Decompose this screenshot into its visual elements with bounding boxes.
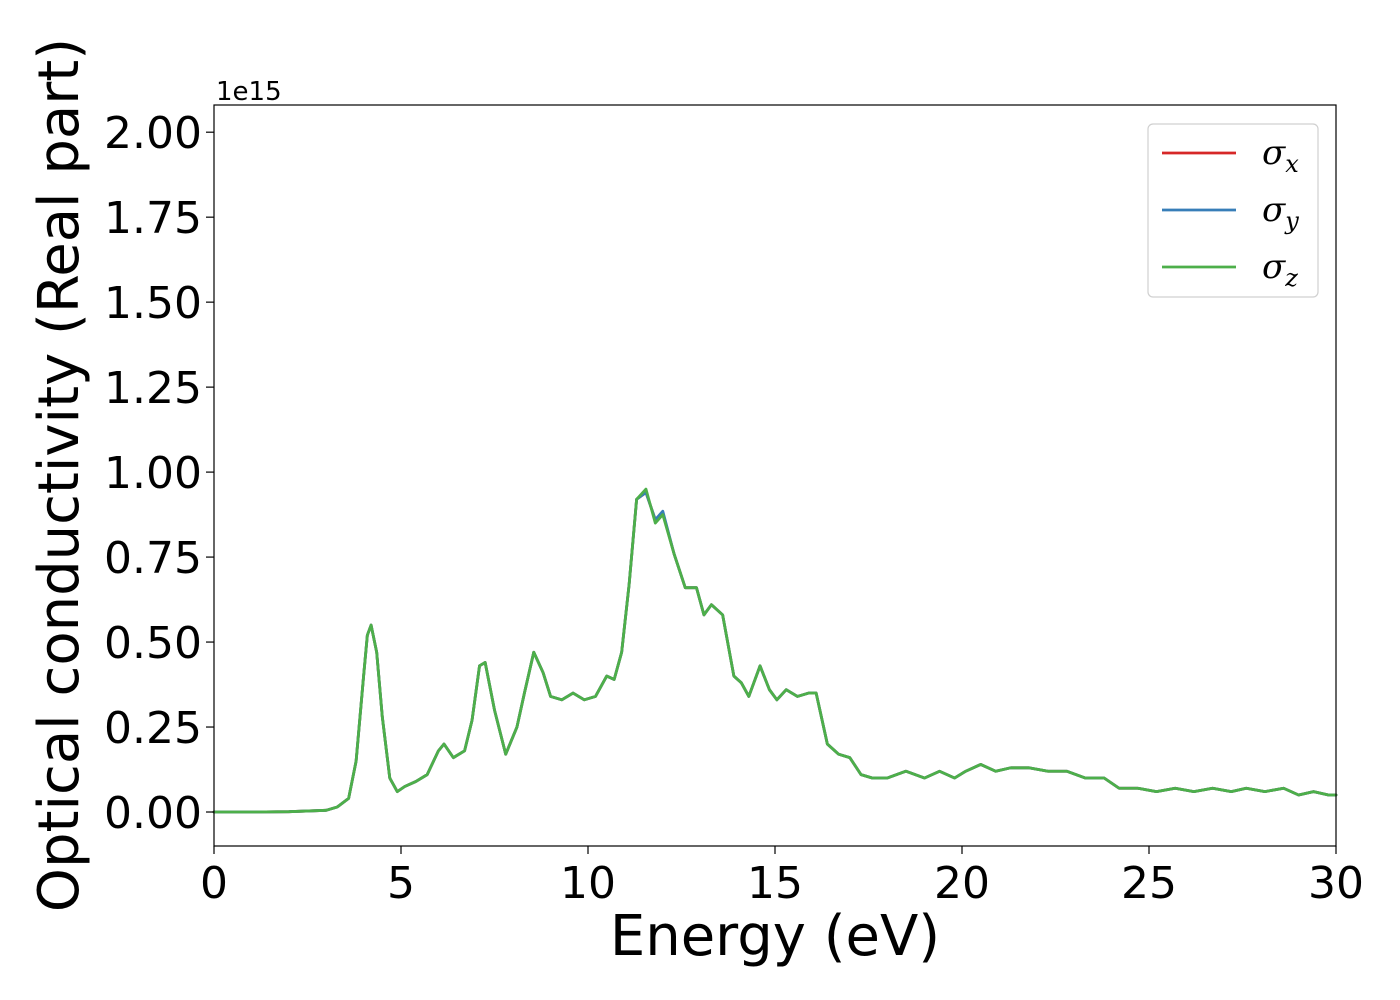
x-tick-label: 0 bbox=[200, 858, 228, 909]
y-tick-label: 1.50 bbox=[104, 278, 202, 329]
legend: σx σy σz bbox=[1147, 123, 1319, 298]
y-offset-label: 1e15 bbox=[216, 77, 282, 107]
x-tick-label: 10 bbox=[560, 858, 616, 909]
series-layer bbox=[212, 487, 1338, 814]
series-line-z bbox=[212, 487, 1338, 814]
y-tick-label: 2.00 bbox=[104, 108, 202, 159]
y-tick-label: 0.75 bbox=[104, 533, 202, 584]
y-axis-title: Optical conductivity (Real part) bbox=[27, 38, 92, 912]
x-tick-label: 25 bbox=[1121, 858, 1177, 909]
y-tick-label: 0.00 bbox=[104, 788, 202, 839]
x-axis-title: Energy (eV) bbox=[610, 904, 940, 969]
legend-label-x: σx bbox=[1262, 133, 1299, 178]
y-tick-label: 1.75 bbox=[104, 193, 202, 244]
y-tick-label: 1.00 bbox=[104, 448, 202, 499]
y-tick-label: 1.25 bbox=[104, 363, 202, 414]
y-tick-label: 0.25 bbox=[104, 703, 202, 754]
x-tick-label: 20 bbox=[934, 858, 990, 909]
x-tick-label: 5 bbox=[387, 858, 415, 909]
x-axis: 0 5 10 15 20 25 30 bbox=[200, 846, 1364, 909]
y-axis: 0.00 0.25 0.50 0.75 1.00 1.25 1.50 1.75 2.00 bbox=[104, 108, 214, 839]
x-tick-label: 30 bbox=[1308, 858, 1364, 909]
y-tick-label: 0.50 bbox=[104, 618, 202, 669]
legend-label-y: σy bbox=[1262, 190, 1299, 235]
x-tick-label: 15 bbox=[747, 858, 803, 909]
legend-label-z: σz bbox=[1262, 247, 1298, 292]
